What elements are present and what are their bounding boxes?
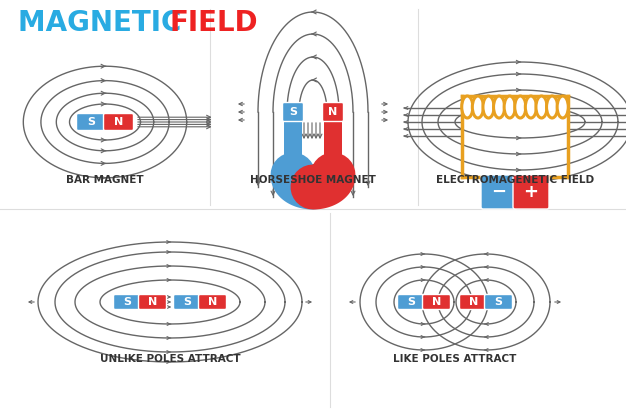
FancyBboxPatch shape bbox=[173, 294, 202, 309]
Text: MAGNETIC: MAGNETIC bbox=[18, 9, 191, 37]
Text: LIKE POLES ATTRACT: LIKE POLES ATTRACT bbox=[393, 354, 516, 364]
Text: N: N bbox=[148, 297, 157, 307]
Text: S: S bbox=[183, 297, 192, 307]
Text: N: N bbox=[469, 297, 478, 307]
Text: N: N bbox=[432, 297, 441, 307]
Ellipse shape bbox=[557, 96, 568, 118]
Ellipse shape bbox=[462, 96, 473, 118]
Text: BAR MAGNET: BAR MAGNET bbox=[66, 175, 144, 185]
Text: S: S bbox=[408, 297, 416, 307]
FancyBboxPatch shape bbox=[103, 113, 133, 131]
Text: S: S bbox=[88, 117, 96, 127]
Ellipse shape bbox=[525, 96, 536, 118]
Text: HORSESHOE MAGNET: HORSESHOE MAGNET bbox=[250, 175, 376, 185]
FancyBboxPatch shape bbox=[459, 294, 488, 309]
FancyBboxPatch shape bbox=[481, 175, 517, 209]
Bar bbox=[324, 120, 342, 175]
Ellipse shape bbox=[546, 96, 558, 118]
Text: N: N bbox=[329, 107, 337, 117]
Text: N: N bbox=[208, 297, 217, 307]
Text: N: N bbox=[114, 117, 123, 127]
Text: UNLIKE POLES ATTRACT: UNLIKE POLES ATTRACT bbox=[100, 354, 240, 364]
Text: S: S bbox=[495, 297, 503, 307]
Text: +: + bbox=[523, 183, 538, 201]
Text: ELECTROMAGENETIC FIELD: ELECTROMAGENETIC FIELD bbox=[436, 175, 594, 185]
Text: S: S bbox=[123, 297, 131, 307]
Ellipse shape bbox=[483, 96, 494, 118]
FancyBboxPatch shape bbox=[113, 294, 141, 309]
FancyBboxPatch shape bbox=[485, 294, 513, 309]
FancyBboxPatch shape bbox=[282, 103, 304, 121]
Ellipse shape bbox=[515, 96, 526, 118]
Ellipse shape bbox=[536, 96, 547, 118]
FancyBboxPatch shape bbox=[198, 294, 227, 309]
Text: S: S bbox=[289, 107, 297, 117]
FancyBboxPatch shape bbox=[76, 113, 106, 131]
Ellipse shape bbox=[493, 96, 505, 118]
Text: FIELD: FIELD bbox=[170, 9, 259, 37]
Bar bbox=[284, 120, 302, 175]
FancyBboxPatch shape bbox=[513, 175, 549, 209]
Text: −: − bbox=[491, 183, 506, 201]
FancyBboxPatch shape bbox=[322, 103, 344, 121]
FancyBboxPatch shape bbox=[423, 294, 451, 309]
FancyBboxPatch shape bbox=[138, 294, 167, 309]
Ellipse shape bbox=[504, 96, 515, 118]
FancyBboxPatch shape bbox=[398, 294, 426, 309]
Ellipse shape bbox=[473, 96, 483, 118]
